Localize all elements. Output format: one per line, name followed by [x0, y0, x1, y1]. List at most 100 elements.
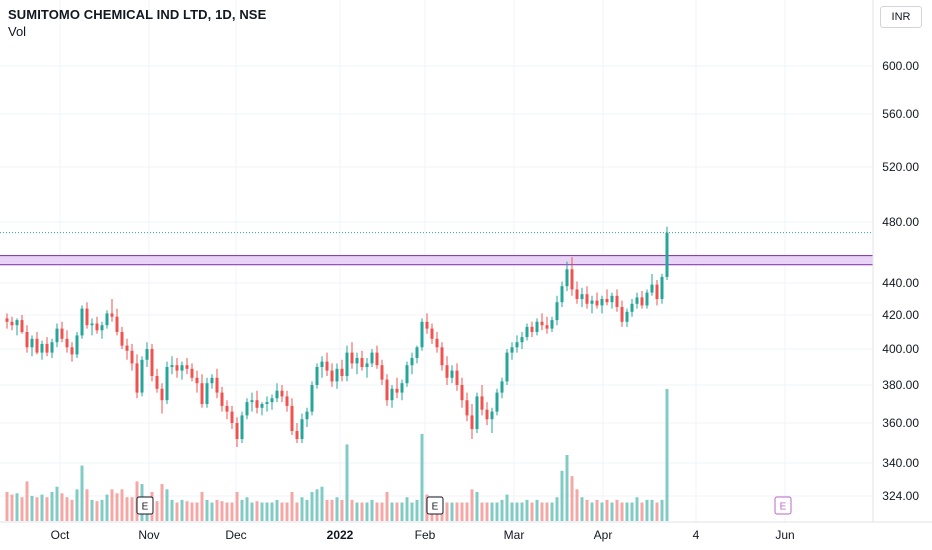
volume-bar	[320, 486, 324, 521]
volume-bar	[225, 502, 229, 521]
candle-body	[325, 361, 329, 371]
volume-bar	[160, 484, 164, 521]
candle	[560, 281, 564, 307]
candle	[420, 318, 424, 351]
volume-bar	[615, 499, 619, 521]
candle-body	[485, 409, 489, 420]
volume-bar	[445, 502, 449, 521]
candle	[440, 342, 444, 371]
volume-bar	[50, 491, 54, 521]
candle-body	[85, 308, 89, 326]
candle-body	[135, 363, 139, 393]
volume-bar	[235, 491, 239, 521]
price-axis[interactable]: 600.00 560.00 520.00 480.00 440.00 420.00 400.…	[882, 59, 919, 503]
volume-bar	[165, 489, 169, 521]
candle-body	[300, 419, 304, 439]
candle-body	[400, 383, 404, 393]
candle	[95, 316, 99, 334]
volume-bar	[510, 502, 514, 521]
candle-body	[200, 383, 204, 404]
candle-body	[520, 337, 524, 343]
candle-body	[215, 377, 219, 393]
candle-body	[220, 392, 224, 406]
time-axis[interactable]: Oct Nov Dec 2022 Feb Mar Apr 4 Jun	[51, 528, 795, 542]
candle	[285, 390, 289, 412]
volume-bar	[465, 502, 469, 521]
candle-body	[250, 400, 254, 403]
volume-bar	[270, 502, 274, 521]
candle-body	[565, 269, 569, 287]
candle	[55, 323, 59, 348]
candle	[635, 292, 639, 309]
candle	[435, 332, 439, 353]
candle	[120, 326, 124, 349]
candlesticks	[5, 226, 669, 447]
candle	[10, 316, 14, 331]
volume-bar	[660, 499, 664, 521]
candle-body	[570, 269, 574, 290]
candle-body	[115, 316, 119, 332]
candle	[640, 291, 644, 309]
candle	[505, 349, 509, 385]
volume-indicator-label[interactable]: Vol	[8, 24, 27, 39]
candle-body	[230, 411, 234, 423]
volume-bar	[450, 502, 454, 521]
candle-body	[635, 297, 639, 304]
candle	[355, 352, 359, 375]
volume-bar	[85, 489, 89, 521]
candle	[150, 343, 154, 382]
candle-body	[375, 352, 379, 366]
earnings-marker-label: E	[780, 502, 787, 513]
volume-bar	[65, 497, 69, 521]
candle	[290, 398, 294, 435]
volume-bar	[30, 495, 34, 521]
earnings-event-marker[interactable]: E	[136, 496, 154, 515]
candle-body	[260, 404, 264, 408]
candle	[535, 318, 539, 336]
time-tick-label: 2022	[327, 528, 354, 542]
price-tick-label: 380.00	[882, 378, 919, 392]
volume-bar	[155, 501, 159, 521]
candle	[415, 345, 419, 364]
candle-body	[175, 365, 179, 371]
volume-bar	[185, 501, 189, 521]
candle	[300, 413, 304, 443]
earnings-marker-label: E	[142, 502, 149, 513]
volume-bar	[255, 501, 259, 521]
candle-body	[275, 390, 279, 399]
candle	[115, 308, 119, 336]
candle-body	[20, 320, 24, 332]
earnings-event-marker[interactable]: E	[774, 496, 792, 515]
candle	[110, 299, 114, 322]
candle	[360, 350, 364, 371]
candle	[180, 361, 184, 380]
candle-body	[600, 299, 604, 306]
candle-body	[255, 400, 259, 408]
candle	[425, 313, 429, 334]
candle-body	[315, 367, 319, 385]
candle	[485, 402, 489, 425]
candle	[100, 321, 104, 339]
candle-body	[425, 321, 429, 329]
candle-body	[580, 294, 584, 299]
candle	[605, 289, 609, 306]
candle	[405, 361, 409, 387]
candle	[500, 377, 504, 399]
candle-body	[285, 396, 289, 406]
candle-body	[295, 431, 299, 439]
earnings-marker-box	[774, 496, 792, 515]
symbol-title[interactable]: SUMITOMO CHEMICAL IND LTD, 1D, NSE	[8, 7, 267, 22]
candle-body	[605, 299, 609, 303]
price-tick-label: 420.00	[882, 308, 919, 322]
candle	[655, 279, 659, 306]
earnings-event-marker[interactable]: E	[426, 496, 444, 515]
volume-bar	[335, 497, 339, 521]
volume-bar	[55, 486, 59, 521]
time-tick-label: Jun	[775, 528, 794, 542]
currency-button[interactable]: INR	[880, 6, 922, 28]
candle	[545, 316, 549, 334]
volume-bar	[645, 499, 649, 521]
volume-bar	[630, 502, 634, 521]
